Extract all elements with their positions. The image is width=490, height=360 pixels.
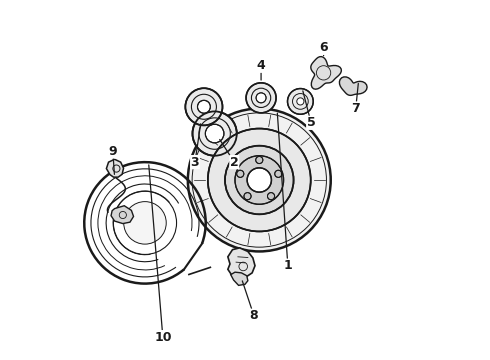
- Circle shape: [197, 100, 210, 113]
- Text: 6: 6: [319, 41, 328, 56]
- Polygon shape: [231, 272, 248, 285]
- Text: 10: 10: [149, 165, 172, 344]
- Text: 8: 8: [243, 281, 258, 322]
- Text: 5: 5: [303, 91, 316, 129]
- Polygon shape: [340, 77, 367, 95]
- Polygon shape: [111, 206, 134, 224]
- Circle shape: [208, 129, 311, 231]
- Circle shape: [188, 109, 331, 251]
- Circle shape: [193, 111, 237, 156]
- Text: 2: 2: [220, 139, 239, 168]
- Circle shape: [247, 168, 271, 192]
- Circle shape: [297, 98, 304, 105]
- Text: 3: 3: [191, 124, 201, 168]
- Circle shape: [244, 193, 251, 200]
- Circle shape: [246, 83, 276, 113]
- Circle shape: [237, 170, 244, 177]
- Text: 7: 7: [351, 84, 360, 115]
- Circle shape: [288, 89, 313, 114]
- Text: 9: 9: [108, 145, 117, 174]
- Circle shape: [235, 156, 284, 204]
- Circle shape: [205, 124, 224, 143]
- Polygon shape: [311, 57, 342, 89]
- Circle shape: [275, 170, 282, 177]
- Circle shape: [225, 146, 294, 214]
- Circle shape: [256, 157, 263, 163]
- Circle shape: [268, 193, 274, 200]
- Polygon shape: [106, 159, 123, 177]
- Circle shape: [256, 93, 266, 103]
- Text: 4: 4: [257, 59, 266, 80]
- Circle shape: [185, 88, 222, 125]
- Text: 1: 1: [277, 113, 292, 272]
- Polygon shape: [228, 248, 255, 278]
- Circle shape: [123, 202, 166, 244]
